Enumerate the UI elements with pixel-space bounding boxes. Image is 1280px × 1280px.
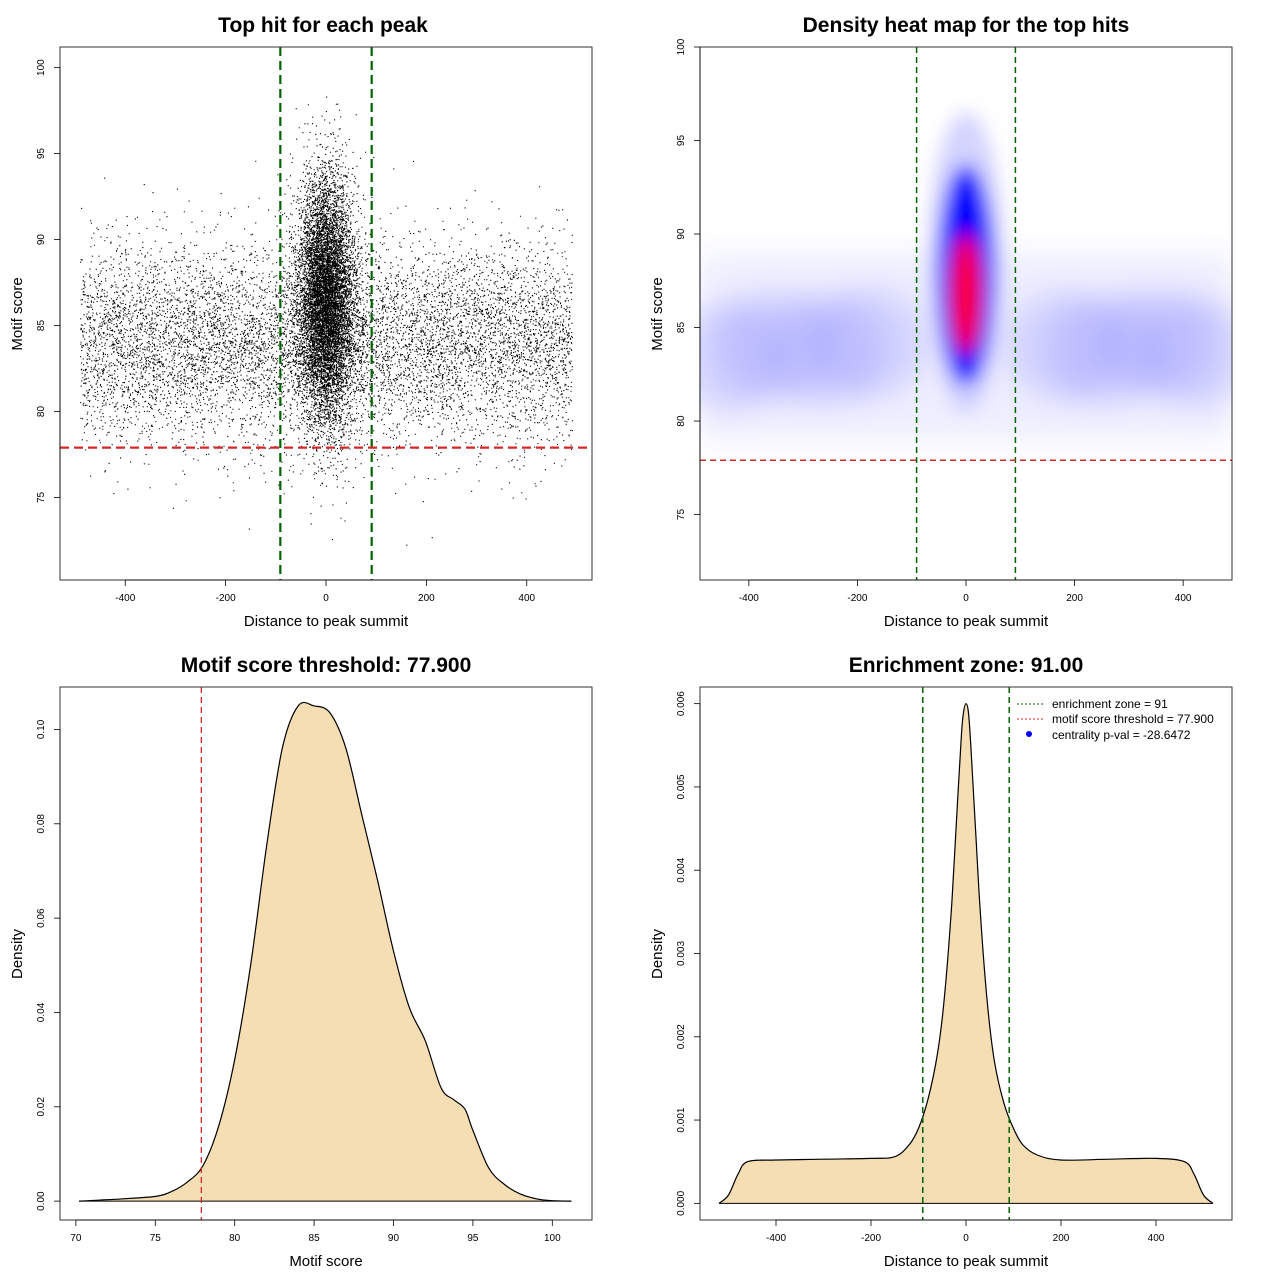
- x-tick-label: 0: [323, 593, 329, 604]
- y-tick-label: 80: [36, 406, 47, 418]
- chart-title: Top hit for each peak: [218, 14, 428, 37]
- y-tick-label: 0.04: [36, 1002, 47, 1022]
- axes: -400 -200 0 200 400 75 80 85 90 95 100: [36, 59, 536, 604]
- x-tick-label: 200: [1066, 593, 1083, 604]
- y-tick-label: 100: [36, 59, 47, 76]
- reference-lines: [700, 47, 1232, 580]
- y-tick-label: 75: [36, 491, 47, 503]
- y-tick-label: 0.003: [676, 941, 687, 966]
- y-tick-label: 95: [36, 148, 47, 160]
- x-tick-label: 85: [309, 1233, 321, 1244]
- x-axis-label: Distance to peak summit: [244, 613, 409, 630]
- x-tick-label: 400: [1175, 593, 1192, 604]
- x-tick-label: 400: [1148, 1233, 1165, 1244]
- chart-title: Motif score threshold: 77.900: [181, 654, 472, 677]
- x-tick-label: 95: [467, 1233, 479, 1244]
- y-tick-label: 0.000: [676, 1190, 687, 1215]
- axes: -400 -200 0 200 400 0.000 0.001 0.002 0.003 0.004…: [676, 691, 1165, 1244]
- x-tick-label: -200: [847, 593, 867, 604]
- y-tick-label: 0.00: [36, 1191, 47, 1211]
- density-line: [79, 701, 572, 1202]
- x-tick-label: 100: [544, 1233, 561, 1244]
- legend-swatch-pval: [1026, 731, 1032, 737]
- x-axis-label: Distance to peak summit: [884, 1253, 1049, 1270]
- y-tick-label: 85: [676, 322, 687, 334]
- x-tick-label: 75: [150, 1233, 162, 1244]
- y-tick-label: 95: [676, 135, 687, 147]
- y-axis-label: Motif score: [9, 277, 26, 350]
- axes: 70 75 80 85 90 95 100 0.00 0.02 0.04 0.06 0.08 0.10: [36, 719, 561, 1244]
- x-tick-label: -400: [739, 593, 759, 604]
- chart-title: Enrichment zone: 91.00: [849, 654, 1084, 677]
- legend-label-enrichment: enrichment zone = 91: [1052, 697, 1168, 711]
- x-tick-label: 200: [1053, 1233, 1070, 1244]
- x-tick-label: 80: [229, 1233, 241, 1244]
- legend-label-pval: centrality p-val = -28.6472: [1052, 728, 1191, 742]
- heatmap-panel: Density heat map for the top hits -400 -2…: [649, 14, 1233, 630]
- x-tick-label: -200: [861, 1233, 881, 1244]
- x-tick-label: 0: [963, 1233, 969, 1244]
- y-tick-label: 90: [676, 228, 687, 240]
- background-density: [700, 252, 1232, 440]
- scatter-points: [80, 96, 573, 546]
- chart-title: Density heat map for the top hits: [803, 14, 1130, 37]
- y-tick-label: 0.06: [36, 908, 47, 928]
- y-axis-label: Motif score: [649, 277, 666, 350]
- x-tick-label: 200: [418, 593, 435, 604]
- distance-density-panel: Enrichment zone: 91.00 -400 -200 0 200 400 0.…: [649, 654, 1233, 1270]
- y-tick-label: 80: [676, 415, 687, 427]
- score-density-panel: Motif score threshold: 77.900 70 75 80 85 90…: [9, 654, 593, 1270]
- density-area: [719, 703, 1213, 1204]
- scatter-panel: Top hit for each peak -400 -200 0 200 400 75 8…: [9, 14, 593, 630]
- y-tick-label: 0.002: [676, 1024, 687, 1049]
- x-tick-label: -400: [766, 1233, 786, 1244]
- axes: -400 -200 0 200 400 75 80 85 90 95 100: [676, 38, 1192, 604]
- central-density: [928, 112, 1004, 413]
- heatmap-blobs: [700, 112, 1232, 440]
- y-axis-label: Density: [649, 928, 666, 979]
- y-tick-label: 75: [676, 509, 687, 521]
- density-line: [718, 703, 1214, 1204]
- y-tick-label: 100: [676, 38, 687, 55]
- density-area: [79, 702, 572, 1202]
- density-heatmap: [700, 47, 1232, 580]
- y-tick-label: 0.02: [36, 1097, 47, 1117]
- x-axis-label: Distance to peak summit: [884, 613, 1049, 630]
- reference-lines: [60, 47, 592, 580]
- legend: enrichment zone = 91 motif score thresho…: [1017, 697, 1214, 742]
- x-tick-label: 70: [70, 1233, 82, 1244]
- x-tick-label: -400: [115, 593, 135, 604]
- x-tick-label: -200: [216, 593, 236, 604]
- y-axis-label: Density: [9, 928, 26, 979]
- density-curve: [79, 687, 572, 1220]
- scatter-point-cloud: [80, 96, 573, 546]
- density-curve: [718, 687, 1214, 1220]
- density-blob: [951, 233, 981, 354]
- y-tick-label: 0.08: [36, 814, 47, 834]
- legend-label-threshold: motif score threshold = 77.900: [1052, 712, 1214, 726]
- y-tick-label: 0.005: [676, 774, 687, 799]
- y-tick-label: 0.10: [36, 719, 47, 739]
- x-tick-label: 0: [963, 593, 969, 604]
- x-tick-label: 400: [518, 593, 535, 604]
- y-tick-label: 0.006: [676, 691, 687, 716]
- y-tick-label: 0.001: [676, 1107, 687, 1132]
- y-tick-label: 85: [36, 320, 47, 332]
- x-tick-label: 90: [388, 1233, 400, 1244]
- y-tick-label: 0.004: [676, 857, 687, 882]
- y-tick-label: 90: [36, 234, 47, 246]
- x-axis-label: Motif score: [289, 1253, 362, 1270]
